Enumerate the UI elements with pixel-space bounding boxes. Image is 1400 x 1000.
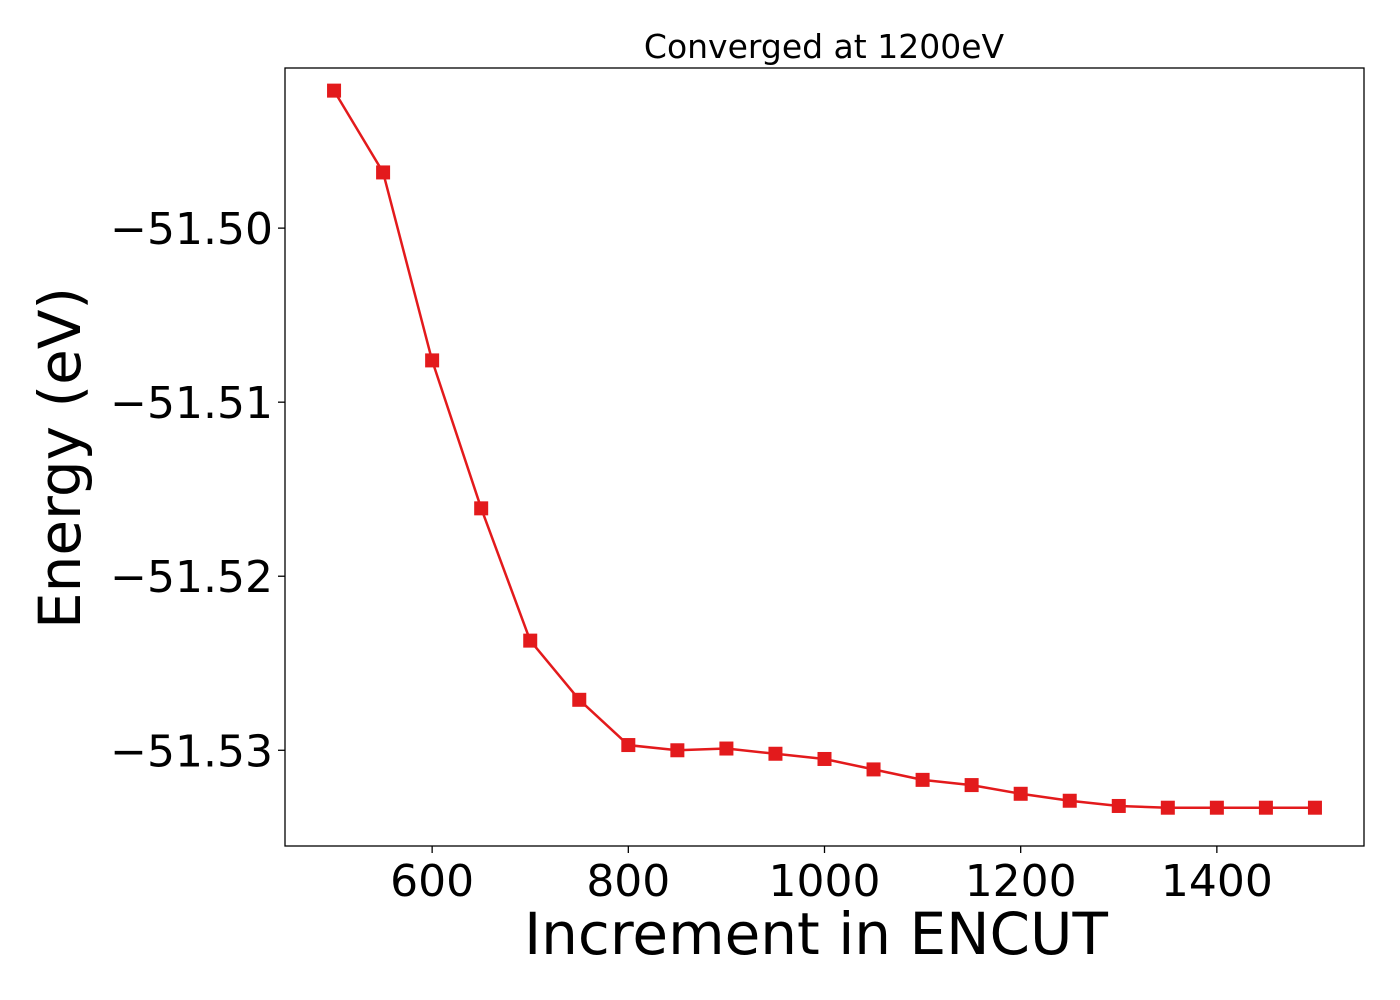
y-tick-label: −51.50 [110,204,273,255]
y-tick-label: −51.51 [110,378,273,429]
x-tick-label: 800 [586,856,670,907]
x-tick-label: 1400 [1161,856,1273,907]
data-point-marker [964,778,979,793]
series-layer [327,83,1322,815]
data-point-marker [327,83,342,98]
y-axis-label: Energy (eV) [26,287,94,629]
data-point-marker [474,501,489,516]
data-point-marker [1258,800,1273,815]
series-line [332,89,1315,809]
data-point-marker [719,741,734,756]
data-point-marker [670,743,685,758]
y-axis-ticks: −51.50 −51.51 −51.52 −51.53 [110,204,285,777]
data-point-marker [768,746,783,761]
data-point-marker [425,353,440,368]
chart-title: Converged at 1200eV [644,27,1005,66]
x-axis-ticks: 600 800 1000 1200 1400 [390,846,1273,907]
data-point-marker [1013,786,1028,801]
data-point-marker [915,772,930,787]
x-tick-label: 1200 [965,856,1077,907]
y-tick-label: −51.52 [110,552,273,603]
x-tick-label: 1000 [769,856,881,907]
data-point-marker [1160,800,1175,815]
data-point-marker [817,751,832,766]
data-point-marker [1062,793,1077,808]
x-axis-label: Increment in ENCUT [524,900,1108,968]
data-point-marker [1111,798,1126,813]
data-point-marker [523,633,538,648]
data-point-marker [1209,800,1224,815]
data-point-marker [1307,800,1322,815]
data-point-marker [621,738,636,753]
x-tick-label: 600 [390,856,474,907]
y-tick-label: −51.53 [110,726,273,777]
data-point-marker [572,692,587,707]
plot-area-frame [284,67,1365,847]
data-point-marker [866,762,881,777]
data-point-marker [376,165,391,180]
